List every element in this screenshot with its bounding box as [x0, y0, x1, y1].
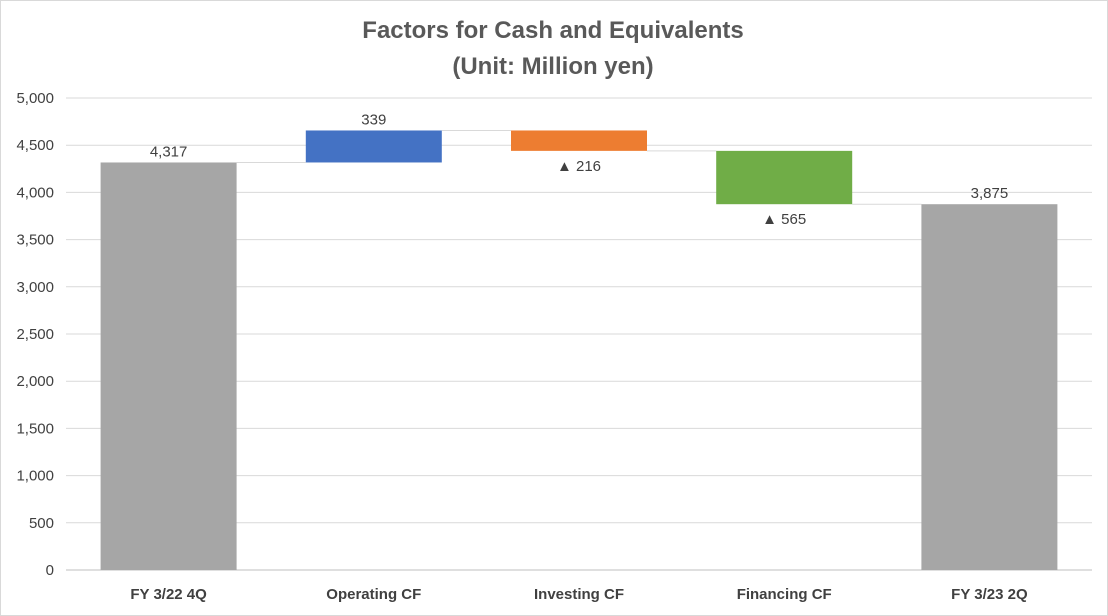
category-label: Investing CF: [534, 586, 624, 603]
y-tick-label: 1,500: [16, 420, 54, 437]
y-tick-label: 5,000: [16, 90, 54, 107]
bar-fy-3-22-4q: [100, 162, 237, 570]
y-axis-ticks: 0 500 1,000 1,500 2,000 2,500 3,000 3,500 4,000 4…: [16, 90, 54, 579]
data-labels: 4,317 339 ▲ 216 ▲ 565 3,875: [150, 111, 1008, 228]
category-label: FY 3/23 2Q: [951, 586, 1028, 603]
bar-operating-cf: [305, 130, 442, 163]
data-label: ▲ 216: [557, 158, 601, 175]
y-tick-label: 4,000: [16, 184, 54, 201]
y-tick-label: 2,500: [16, 326, 54, 343]
bars: [100, 130, 1058, 570]
data-label: 339: [361, 111, 386, 128]
y-tick-label: 3,000: [16, 279, 54, 296]
data-label: 4,317: [150, 143, 188, 160]
y-tick-label: 4,500: [16, 137, 54, 154]
connector-lines: [236, 129, 922, 205]
data-label: ▲ 565: [762, 211, 806, 228]
category-label: FY 3/22 4Q: [130, 586, 207, 603]
y-tick-label: 3,500: [16, 232, 54, 249]
bar-financing-cf: [716, 150, 853, 205]
y-tick-label: 1,000: [16, 468, 54, 485]
y-tick-label: 2,000: [16, 373, 54, 390]
data-label: 3,875: [971, 185, 1009, 202]
y-tick-label: 0: [46, 562, 54, 579]
y-tick-label: 500: [29, 515, 54, 532]
x-axis-categories: FY 3/22 4Q Operating CF Investing CF Financ…: [130, 586, 1028, 603]
category-label: Financing CF: [737, 586, 832, 603]
bar-investing-cf: [511, 130, 647, 151]
chart-subtitle: (Unit: Million yen): [452, 53, 653, 80]
chart-title: Factors for Cash and Equivalents: [362, 17, 743, 44]
bar-fy-3-23-2q: [921, 204, 1058, 570]
category-label: Operating CF: [326, 586, 421, 603]
